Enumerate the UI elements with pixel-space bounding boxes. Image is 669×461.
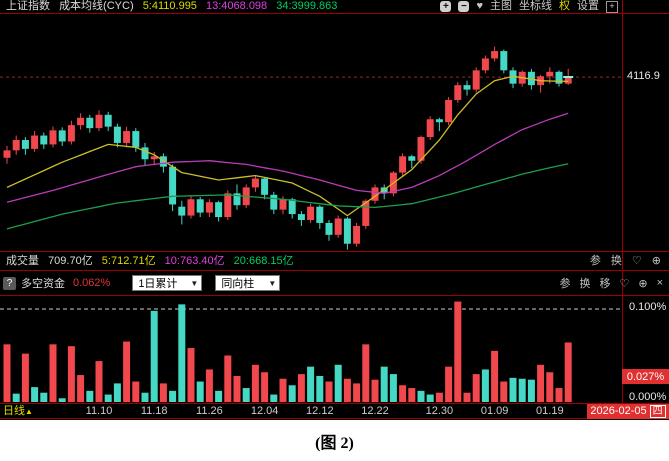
volume-ma20: 20:668.15亿 bbox=[233, 255, 294, 267]
parameter-icon[interactable]: 参 bbox=[589, 255, 601, 267]
zoom-out-icon[interactable]: − bbox=[458, 1, 470, 12]
chart-shell: 上证指数 成本均线(CYC) 5:4110.995 13:4068.098 34… bbox=[0, 0, 669, 420]
flow-pane-header: ? 多空资金 0.062% 1日累计 ▼ 同向柱 ▼ 参 换 移 ♡ ⊕ × bbox=[0, 271, 669, 295]
dropdown-selected-value: 同向柱 bbox=[221, 278, 255, 290]
separator-line bbox=[0, 13, 669, 14]
separator-line bbox=[0, 418, 669, 419]
volume-pane-icons: 参 换 ♡ ⊕ bbox=[590, 252, 661, 270]
volume-pane-header[interactable]: 成交量 709.70亿 5:712.71亿 10:763.40亿 20:668.… bbox=[0, 252, 669, 270]
flow-value: 0.062% bbox=[73, 277, 111, 289]
bar-style-dropdown[interactable]: 同向柱 ▼ bbox=[215, 275, 281, 291]
ma34-value: 34:3999.863 bbox=[276, 0, 338, 12]
volume-ma5: 5:712.71亿 bbox=[101, 255, 156, 267]
current-date: 2026-02-05 bbox=[590, 405, 647, 417]
period-selector[interactable]: 日线▲ bbox=[3, 404, 33, 419]
main-chart-header: 上证指数 成本均线(CYC) 5:4110.995 13:4068.098 34… bbox=[0, 0, 669, 13]
parameter-icon[interactable]: 参 bbox=[559, 278, 571, 290]
last-price-label: 4116.9 bbox=[627, 70, 660, 82]
favorite-outline-icon[interactable]: ♡ bbox=[619, 277, 630, 290]
x-axis-label: 12.12 bbox=[306, 405, 334, 417]
dropdown-selected-value: 1日累计 bbox=[138, 278, 178, 290]
chevron-down-icon: ▼ bbox=[190, 278, 199, 288]
expand-icon[interactable]: + bbox=[606, 0, 618, 13]
flow-axis-marker: 0.027% bbox=[622, 369, 669, 384]
capital-flow-chart[interactable] bbox=[0, 296, 669, 403]
magnifier-icon[interactable]: ⊕ bbox=[638, 277, 648, 290]
separator-line bbox=[0, 295, 669, 296]
symbol-name: 上证指数 bbox=[6, 0, 50, 12]
help-icon[interactable]: ? bbox=[3, 276, 16, 290]
flow-pane-icons: 参 换 移 ♡ ⊕ × bbox=[559, 271, 663, 295]
weekday-badge: 四 bbox=[649, 405, 666, 418]
x-axis-label: 11.26 bbox=[196, 405, 223, 417]
volume-title: 成交量 bbox=[6, 255, 39, 267]
separator-line bbox=[0, 270, 669, 271]
settings-menu[interactable]: 设置 bbox=[577, 0, 599, 12]
x-axis-label: 01.09 bbox=[480, 405, 509, 417]
volume-current: 709.70亿 bbox=[48, 255, 93, 267]
candlestick-chart[interactable] bbox=[0, 14, 669, 251]
ma13-value: 13:4068.098 bbox=[206, 0, 268, 12]
main-chart-menu[interactable]: 主图 bbox=[490, 0, 512, 12]
triangle-up-icon: ▲ bbox=[25, 407, 33, 416]
axis-line-menu[interactable]: 坐标线 bbox=[519, 0, 552, 12]
move-pane-icon[interactable]: 移 bbox=[599, 278, 611, 290]
close-icon[interactable]: × bbox=[656, 277, 663, 289]
separator-line bbox=[0, 403, 669, 404]
x-axis-label: 12.04 bbox=[250, 405, 279, 417]
indicator-name[interactable]: 成本均线(CYC) bbox=[59, 0, 134, 12]
x-axis-label: 11.18 bbox=[140, 405, 168, 417]
chevron-down-icon: ▼ bbox=[268, 278, 277, 288]
x-axis-label: 12.30 bbox=[425, 405, 454, 417]
switch-indicator-icon[interactable]: 换 bbox=[610, 255, 622, 267]
switch-indicator-icon[interactable]: 换 bbox=[579, 278, 591, 290]
volume-ma10: 10:763.40亿 bbox=[164, 255, 225, 267]
x-axis-label: 11.10 bbox=[85, 405, 113, 417]
period-label: 日线 bbox=[3, 405, 25, 417]
current-date-badge: 2026-02-05 四 bbox=[587, 404, 669, 419]
x-axis: 日线▲ 11.10 11.18 11.26 12.04 12.12 12.22 12.30 0… bbox=[0, 404, 669, 419]
favorite-outline-icon[interactable]: ♡ bbox=[631, 255, 642, 267]
period-accumulate-dropdown[interactable]: 1日累计 ▼ bbox=[132, 275, 203, 291]
chart-toolbar: + − ♥ 主图 坐标线 权 设置 + bbox=[440, 0, 618, 13]
flow-axis-zero-label: 0.000% bbox=[629, 391, 667, 403]
x-axis-label: 01.19 bbox=[536, 405, 564, 417]
favorite-icon[interactable]: ♥ bbox=[476, 0, 483, 12]
zoom-in-icon[interactable]: + bbox=[440, 1, 452, 12]
flow-axis-top-label: 0.100% bbox=[629, 301, 667, 313]
figure-caption: (图 2) bbox=[0, 420, 669, 461]
x-axis-label: 12.22 bbox=[361, 405, 389, 417]
rights-adjust-toggle[interactable]: 权 bbox=[559, 0, 570, 12]
price-axis-border bbox=[622, 0, 623, 419]
magnifier-icon[interactable]: ⊕ bbox=[651, 255, 661, 267]
ma5-value: 5:4110.995 bbox=[142, 0, 197, 12]
flow-title: 多空资金 bbox=[21, 278, 65, 290]
separator-line bbox=[0, 251, 669, 252]
